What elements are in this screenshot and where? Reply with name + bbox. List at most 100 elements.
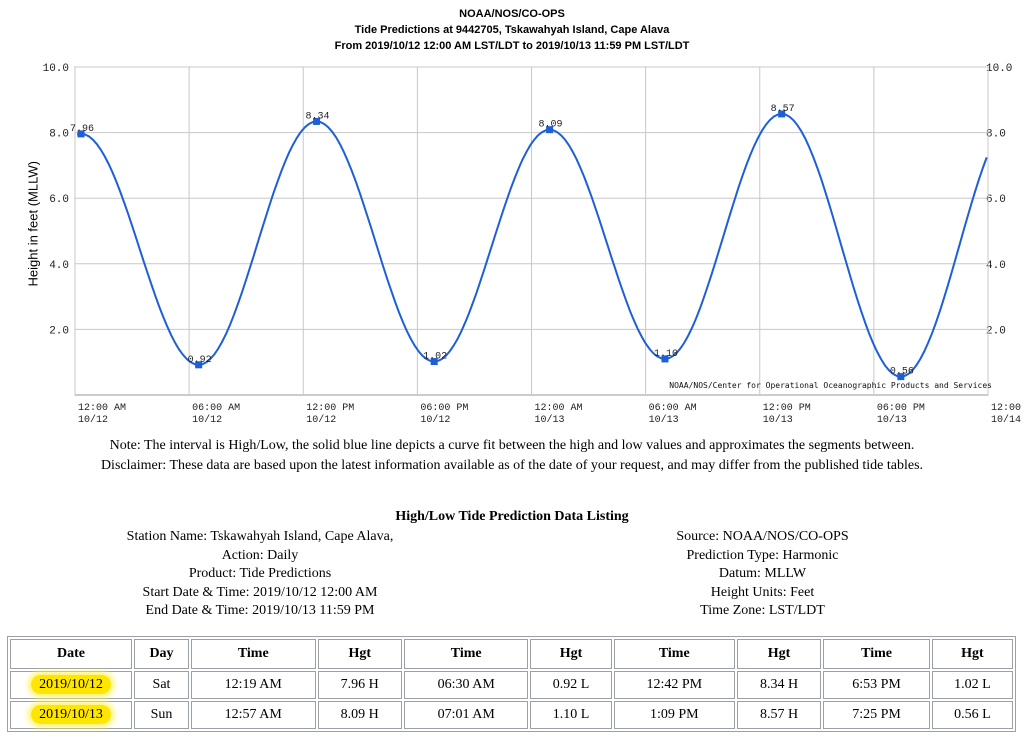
x-tick-time: 12:00 AM: [535, 403, 583, 414]
tide-point-marker: [430, 358, 438, 366]
listing-title: High/Low Tide Prediction Data Listing: [395, 509, 629, 524]
cell-day: Sat: [134, 671, 189, 699]
cell-time: 1:09 PM: [613, 701, 735, 729]
meta-station-name: Station Name: Tskawahyah Island, Cape Al…: [126, 529, 394, 544]
cell-time: 06:30 AM: [403, 671, 529, 699]
cell-hgt: 8.57 H: [736, 701, 822, 729]
cell-hgt: 8.09 H: [317, 701, 402, 729]
x-tick-time: 06:00 PM: [420, 403, 468, 414]
tide-point-label: 8.57: [771, 104, 795, 115]
meta-action: Action: Daily: [221, 547, 299, 563]
col-hgt-1: Hgt: [317, 639, 402, 669]
x-tick-time: 12:00: [991, 403, 1021, 414]
tide-point-marker: [897, 373, 905, 381]
tide-table: Date Day Time Hgt Time Hgt Time Hgt Time…: [7, 636, 1016, 732]
meta-time-zone: Time Zone: LST/LDT: [700, 603, 825, 618]
x-tick-time: 06:00 AM: [649, 403, 697, 414]
tide-point-label: 1.02: [423, 352, 447, 363]
tide-point-marker: [195, 361, 203, 369]
x-tick-time: 06:00 AM: [192, 403, 240, 414]
x-tick-date: 10/14: [991, 414, 1021, 426]
cell-day: Sun: [134, 701, 189, 729]
chart-notes: Note: The interval is High/Low, the soli…: [0, 436, 1024, 476]
x-tick-date: 10/12: [192, 414, 222, 426]
cell-time: 12:57 AM: [191, 701, 316, 729]
x-tick-date: 10/13: [649, 414, 679, 426]
disclaimer-text: Disclaimer: These data are based upon th…: [100, 458, 924, 473]
col-time-3: Time: [613, 639, 735, 669]
meta-source: Source: NOAA/NOS/CO-OPS: [676, 529, 849, 544]
y-tick-label-right: 10.0: [986, 63, 1012, 75]
table-row: 2019/10/13 Sun 12:57 AM 8.09 H 07:01 AM …: [10, 701, 1013, 729]
y-tick-label-right: 6.0: [986, 194, 1006, 206]
tide-point-marker: [778, 110, 786, 118]
cell-time: 12:19 AM: [191, 671, 316, 699]
cell-hgt: 0.92 L: [530, 671, 612, 699]
y-tick-label-right: 8.0: [986, 129, 1006, 141]
highlighted-date: 2019/10/13: [31, 705, 111, 724]
chart-header: NOAA/NOS/CO-OPS Tide Predictions at 9442…: [0, 6, 1024, 54]
col-hgt-4: Hgt: [931, 639, 1013, 669]
cell-date: 2019/10/13: [10, 701, 132, 729]
col-date: Date: [10, 639, 132, 669]
chart-header-line1: NOAA/NOS/CO-OPS: [459, 8, 565, 20]
cell-hgt: 7.96 H: [317, 671, 402, 699]
table-row: 2019/10/12 Sat 12:19 AM 7.96 H 06:30 AM …: [10, 671, 1013, 699]
x-tick-date: 10/12: [420, 414, 450, 426]
source-metadata: Source: NOAA/NOS/CO-OPS Prediction Type:…: [565, 528, 960, 621]
y-tick-label: 8.0: [49, 129, 69, 141]
x-tick-date: 10/12: [78, 414, 108, 426]
y-axis-label: Height in feet (MLLW): [25, 161, 41, 287]
y-tick-label: 10.0: [43, 63, 69, 75]
tide-point-marker: [661, 355, 669, 363]
y-tick-label: 2.0: [49, 325, 69, 337]
cell-hgt: 1.10 L: [530, 701, 612, 729]
tide-point-marker: [313, 117, 321, 125]
col-time-4: Time: [823, 639, 930, 669]
note-text: Note: The interval is High/Low, the soli…: [109, 438, 915, 453]
cell-time: 12:42 PM: [613, 671, 735, 699]
y-tick-label-right: 4.0: [986, 260, 1006, 272]
cell-time: 7:25 PM: [823, 701, 930, 729]
tide-point-label: 7.96: [70, 124, 94, 135]
x-tick-date: 10/13: [535, 414, 565, 426]
tide-curve: [76, 112, 988, 378]
cell-hgt: 0.56 L: [931, 701, 1013, 729]
x-tick-date: 10/12: [306, 414, 336, 426]
meta-product: Product: Tide Predictions: [188, 566, 332, 581]
chart-header-line2: Tide Predictions at 9442705, Tskawahyah …: [354, 24, 670, 36]
chart-annotation: NOAA/NOS/Center for Operational Oceanogr…: [669, 381, 992, 390]
tide-point-label: 8.09: [539, 120, 563, 131]
station-metadata: Station Name: Tskawahyah Island, Cape Al…: [60, 528, 460, 621]
tide-point-marker: [546, 126, 554, 134]
cell-hgt: 8.34 H: [736, 671, 822, 699]
col-time-2: Time: [403, 639, 529, 669]
cell-time: 07:01 AM: [403, 701, 529, 729]
chart-header-line3: From 2019/10/12 12:00 AM LST/LDT to 2019…: [334, 40, 690, 52]
cell-time: 6:53 PM: [823, 671, 930, 699]
meta-prediction-type: Prediction Type: Harmonic: [686, 547, 839, 563]
col-hgt-2: Hgt: [530, 639, 612, 669]
tide-point-marker: [77, 130, 85, 138]
cell-hgt: 1.02 L: [931, 671, 1013, 699]
meta-end: End Date & Time: 2019/10/13 11:59 PM: [145, 603, 375, 618]
y-tick-label-right: 2.0: [986, 325, 1006, 337]
highlighted-date: 2019/10/12: [31, 675, 111, 694]
tide-point-label: 0.92: [188, 355, 212, 366]
x-tick-date: 10/13: [763, 414, 793, 426]
y-tick-label: 6.0: [49, 194, 69, 206]
table-header-row: Date Day Time Hgt Time Hgt Time Hgt Time…: [10, 639, 1013, 669]
meta-start: Start Date & Time: 2019/10/12 12:00 AM: [142, 584, 378, 600]
x-tick-time: 12:00 PM: [763, 403, 811, 414]
meta-height-units: Height Units: Feet: [710, 584, 815, 600]
tide-point-label: 8.34: [306, 111, 330, 122]
x-tick-time: 12:00 AM: [78, 403, 126, 414]
tide-point-label: 0.56: [890, 367, 914, 378]
x-tick-date: 10/13: [877, 414, 907, 426]
y-tick-label: 4.0: [49, 260, 69, 272]
col-time-1: Time: [191, 639, 316, 669]
x-tick-time: 12:00 PM: [306, 403, 354, 414]
col-day: Day: [134, 639, 189, 669]
col-hgt-3: Hgt: [736, 639, 822, 669]
tide-chart: 10.0 10.0 8.0 8.0 6.0 6.0 4.0 4.0 2.0 2.0 12:00 AM…: [43, 63, 1021, 426]
